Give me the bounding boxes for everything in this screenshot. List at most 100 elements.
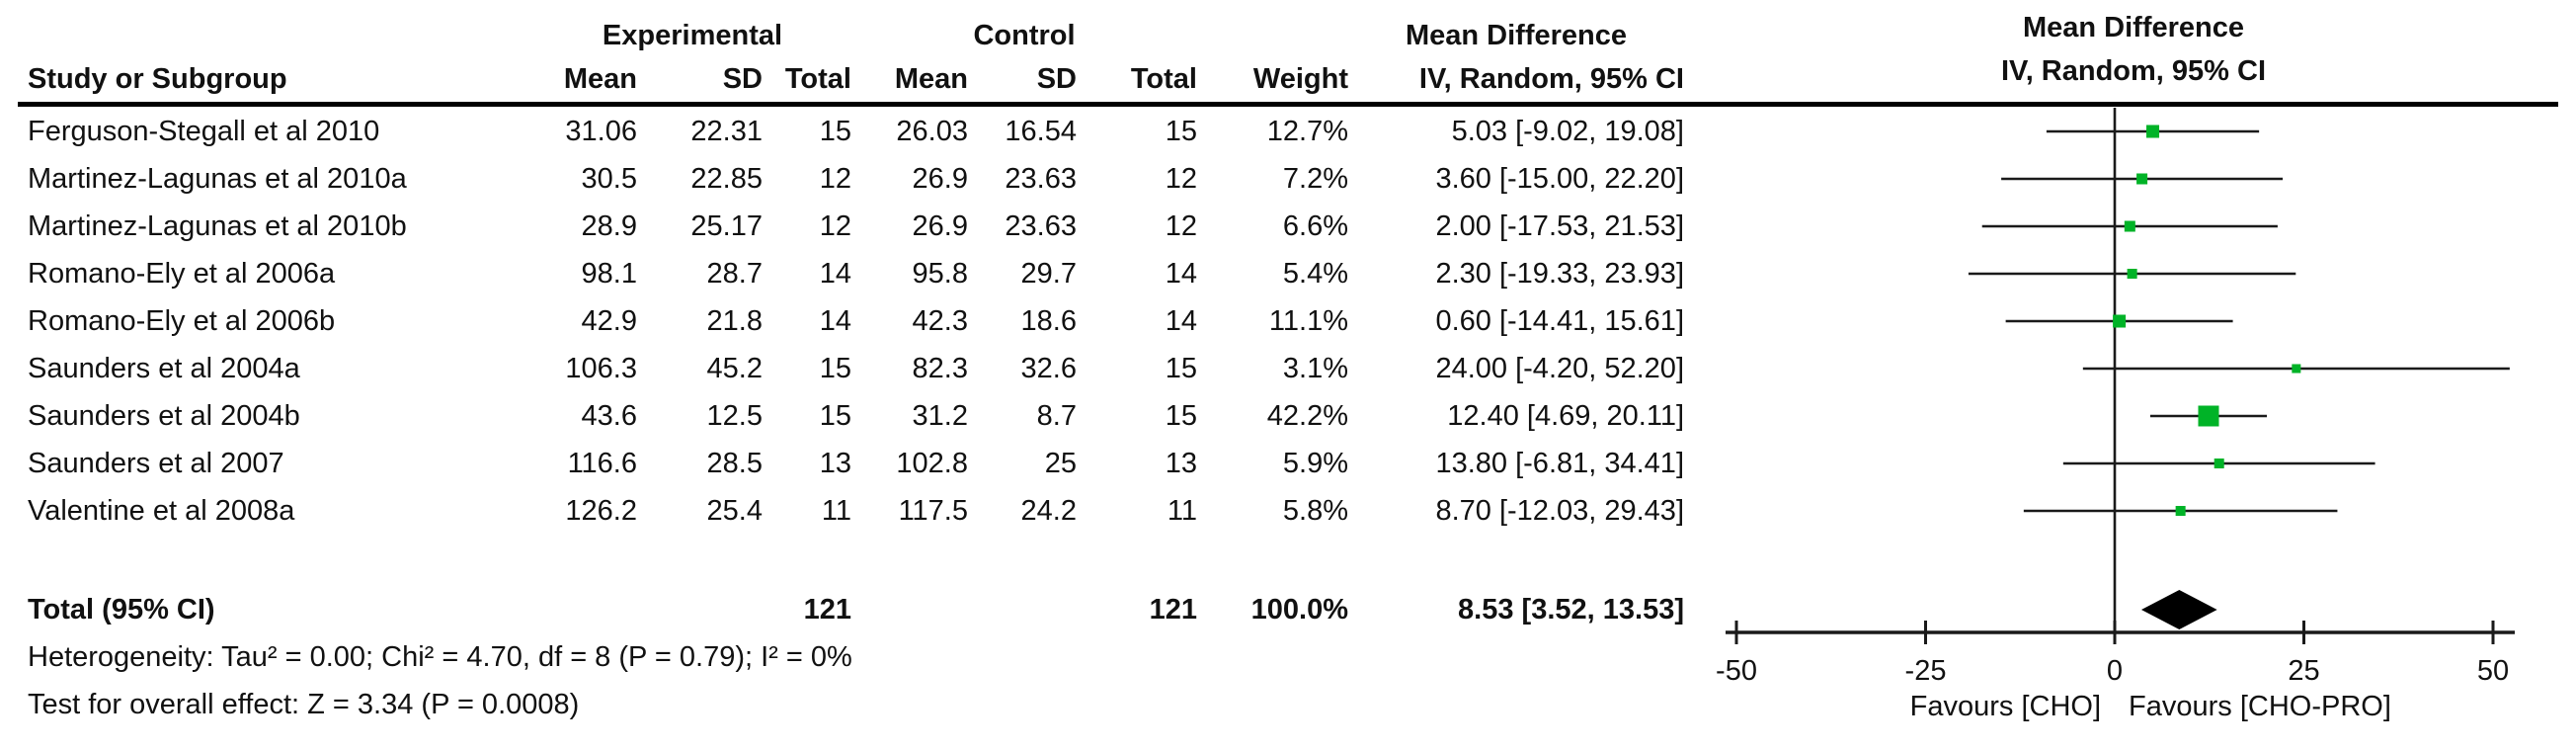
table-row: Saunders et al 2004a 106.3 45.2 15 82.3 32.6 1… bbox=[0, 345, 1684, 392]
ctrl-total-cell: 14 bbox=[1165, 304, 1197, 337]
favours-right-label: Favours [CHO-PRO] bbox=[2129, 691, 2391, 722]
study-name-cell: Martinez-Lagunas et al 2010a bbox=[28, 162, 407, 195]
ctrl-mean-cell: 102.8 bbox=[896, 447, 968, 479]
ctrl-mean-cell: 95.8 bbox=[912, 257, 968, 290]
study-name-cell: Romano-Ely et al 2006a bbox=[28, 257, 336, 290]
ci-text-cell: 2.30 [-19.33, 23.93] bbox=[1435, 257, 1684, 290]
ci-text-cell: 8.70 [-12.03, 29.43] bbox=[1435, 494, 1684, 527]
table-row: Ferguson-Stegall et al 2010 31.06 22.31 15 2… bbox=[0, 108, 1684, 155]
exp-sd-cell: 45.2 bbox=[706, 352, 763, 384]
weight-cell: 5.4% bbox=[1282, 257, 1348, 290]
exp-total-cell: 14 bbox=[819, 304, 851, 337]
col-header-method: IV, Random, 95% CI bbox=[1418, 62, 1684, 95]
ctrl-sd-cell: 32.6 bbox=[1020, 352, 1077, 384]
total-row: Total (95% CI) 121 121 100.0% 8.53 [3.52… bbox=[0, 586, 1684, 633]
control-group-header: Control bbox=[973, 19, 1076, 51]
exp-mean-cell: 30.5 bbox=[581, 162, 637, 195]
plot-mean-difference-header: Mean Difference bbox=[2022, 12, 2244, 43]
ctrl-total-cell: 11 bbox=[1167, 494, 1197, 527]
plot-method-header: IV, Random, 95% CI bbox=[2000, 55, 2267, 87]
ctrl-mean-cell: 82.3 bbox=[912, 352, 968, 384]
col-header-ctrl-total: Total bbox=[1130, 62, 1197, 95]
table-row: Martinez-Lagunas et al 2010b 28.9 25.17 12 2… bbox=[0, 203, 1684, 250]
exp-sd-cell: 21.8 bbox=[706, 304, 763, 337]
ctrl-sd-cell: 18.6 bbox=[1020, 304, 1077, 337]
weight-cell: 12.7% bbox=[1266, 115, 1348, 147]
forest-plot-svg: -50 -25 0 25 50 Favours [CHO] Favours [CHO-PRO… bbox=[1716, 108, 2515, 722]
effect-marker bbox=[2198, 405, 2219, 427]
weight-cell: 3.1% bbox=[1282, 352, 1348, 384]
exp-total-cell: 15 bbox=[819, 115, 851, 147]
exp-total-cell: 12 bbox=[819, 162, 851, 195]
table-row: Romano-Ely et al 2006a 98.1 28.7 14 95.8 29.7… bbox=[0, 250, 1684, 297]
col-header-ctrl-sd: SD bbox=[1036, 62, 1077, 95]
exp-mean-cell: 42.9 bbox=[581, 304, 637, 337]
exp-mean-cell: 28.9 bbox=[581, 209, 637, 242]
total-weight: 100.0% bbox=[1250, 593, 1348, 626]
axis-tick-label: 0 bbox=[2107, 655, 2123, 687]
weight-cell: 5.9% bbox=[1282, 447, 1348, 479]
ci-text-cell: 3.60 [-15.00, 22.20] bbox=[1435, 162, 1684, 195]
ctrl-mean-cell: 26.9 bbox=[912, 162, 968, 195]
ctrl-total-cell: 12 bbox=[1165, 162, 1197, 195]
study-name-cell: Saunders et al 2004a bbox=[28, 352, 300, 384]
effect-marker bbox=[2292, 364, 2301, 374]
axis-tick-label: 25 bbox=[2288, 655, 2319, 687]
header-underline bbox=[18, 102, 2558, 107]
weight-cell: 6.6% bbox=[1282, 209, 1348, 242]
ci-text-cell: 24.00 [-4.20, 52.20] bbox=[1435, 352, 1684, 384]
experimental-group-header: Experimental bbox=[602, 19, 783, 51]
exp-total-cell: 15 bbox=[819, 352, 851, 384]
ctrl-mean-cell: 117.5 bbox=[898, 494, 968, 527]
table-row: Saunders et al 2004b 43.6 12.5 15 31.2 8.7 15 4… bbox=[0, 392, 1684, 440]
col-header-ctrl-mean: Mean bbox=[894, 62, 968, 95]
effect-marker bbox=[2214, 459, 2224, 468]
total-label: Total (95% CI) bbox=[28, 593, 215, 626]
favours-left-label: Favours [CHO] bbox=[1910, 691, 2101, 722]
exp-mean-cell: 116.6 bbox=[567, 447, 637, 479]
col-header-exp-mean: Mean bbox=[563, 62, 637, 95]
group-header-row: Experimental Control Mean Difference bbox=[0, 14, 1684, 57]
summary-diamond bbox=[2140, 590, 2217, 629]
ctrl-mean-cell: 26.9 bbox=[912, 209, 968, 242]
ctrl-sd-cell: 29.7 bbox=[1020, 257, 1077, 290]
col-header-study: Study or Subgroup bbox=[28, 62, 287, 95]
ctrl-total-cell: 15 bbox=[1165, 399, 1197, 432]
table-row: Valentine et al 2008a 126.2 25.4 11 117.5 24.… bbox=[0, 487, 1684, 535]
ci-text-cell: 12.40 [4.69, 20.11] bbox=[1447, 399, 1684, 432]
exp-sd-cell: 28.5 bbox=[706, 447, 763, 479]
study-name-cell: Martinez-Lagunas et al 2010b bbox=[28, 209, 407, 242]
total-ctrl-total: 121 bbox=[1149, 593, 1197, 626]
exp-total-cell: 15 bbox=[819, 399, 851, 432]
column-header-row: Study or Subgroup Mean SD Total Mean SD … bbox=[0, 55, 1684, 103]
exp-mean-cell: 31.06 bbox=[565, 115, 637, 147]
ctrl-total-cell: 13 bbox=[1165, 447, 1197, 479]
ctrl-mean-cell: 42.3 bbox=[912, 304, 968, 337]
ci-text-cell: 13.80 [-6.81, 34.41] bbox=[1435, 447, 1684, 479]
ctrl-total-cell: 12 bbox=[1165, 209, 1197, 242]
effect-marker bbox=[2124, 220, 2135, 232]
ctrl-sd-cell: 16.54 bbox=[1005, 115, 1077, 147]
study-name-cell: Saunders et al 2007 bbox=[28, 447, 284, 479]
weight-cell: 11.1% bbox=[1268, 304, 1348, 337]
axis-tick-label: -25 bbox=[1905, 655, 1947, 687]
ctrl-sd-cell: 23.63 bbox=[1005, 209, 1077, 242]
exp-total-cell: 12 bbox=[819, 209, 851, 242]
exp-total-cell: 14 bbox=[819, 257, 851, 290]
study-name-cell: Romano-Ely et al 2006b bbox=[28, 304, 336, 337]
effect-marker bbox=[2127, 269, 2137, 279]
heterogeneity-text: Heterogeneity: Tau² = 0.00; Chi² = 4.70,… bbox=[28, 640, 852, 673]
ctrl-sd-cell: 23.63 bbox=[1005, 162, 1077, 195]
exp-total-cell: 13 bbox=[819, 447, 851, 479]
exp-sd-cell: 12.5 bbox=[706, 399, 763, 432]
exp-total-cell: 11 bbox=[821, 494, 851, 527]
axis-tick-label: 50 bbox=[2477, 655, 2509, 687]
effect-marker bbox=[2175, 506, 2186, 516]
ctrl-sd-cell: 8.7 bbox=[1036, 399, 1077, 432]
exp-sd-cell: 28.7 bbox=[706, 257, 763, 290]
study-name-cell: Ferguson-Stegall et al 2010 bbox=[28, 115, 380, 147]
total-exp-total: 121 bbox=[803, 593, 851, 626]
exp-mean-cell: 43.6 bbox=[581, 399, 637, 432]
col-header-exp-sd: SD bbox=[722, 62, 763, 95]
ctrl-mean-cell: 31.2 bbox=[912, 399, 968, 432]
